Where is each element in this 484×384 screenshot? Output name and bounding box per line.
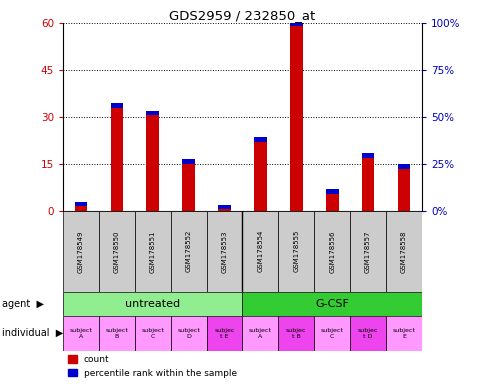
Bar <box>325 189 338 194</box>
Legend: count, percentile rank within the sample: count, percentile rank within the sample <box>67 355 237 377</box>
Text: GSM178554: GSM178554 <box>257 230 263 273</box>
Bar <box>349 316 385 351</box>
Bar <box>242 211 278 291</box>
Bar <box>218 209 230 211</box>
Text: GSM178549: GSM178549 <box>78 230 84 273</box>
Text: GSM178555: GSM178555 <box>293 230 299 273</box>
Bar <box>110 108 123 211</box>
Bar <box>278 211 314 291</box>
Bar <box>278 316 314 351</box>
Text: subject
E: subject E <box>392 328 415 339</box>
Bar <box>75 206 87 211</box>
Bar <box>146 111 159 116</box>
Bar <box>254 142 266 211</box>
Bar <box>289 22 302 26</box>
Bar <box>397 164 409 169</box>
Text: GSM178553: GSM178553 <box>221 230 227 273</box>
Bar <box>206 316 242 351</box>
Bar <box>63 316 99 351</box>
Text: individual  ▶: individual ▶ <box>2 328 63 338</box>
Bar <box>75 202 87 206</box>
Text: GSM178557: GSM178557 <box>364 230 370 273</box>
Text: subject
B: subject B <box>105 328 128 339</box>
Bar <box>135 316 170 351</box>
Bar <box>314 211 349 291</box>
Text: G-CSF: G-CSF <box>315 299 348 309</box>
Bar <box>170 211 206 291</box>
Text: subjec
t D: subjec t D <box>357 328 378 339</box>
Text: subject
C: subject C <box>320 328 343 339</box>
Bar <box>361 153 374 158</box>
Bar <box>397 169 409 211</box>
Bar <box>385 316 421 351</box>
Text: subject
C: subject C <box>141 328 164 339</box>
Bar <box>206 211 242 291</box>
Bar <box>110 103 123 108</box>
Text: GSM178550: GSM178550 <box>114 230 120 273</box>
Text: subjec
t B: subjec t B <box>286 328 306 339</box>
Bar <box>135 211 170 291</box>
Bar <box>314 316 349 351</box>
Text: untreated: untreated <box>125 299 180 309</box>
Text: subject
D: subject D <box>177 328 200 339</box>
Bar <box>242 291 421 316</box>
Bar <box>170 316 206 351</box>
Bar <box>325 194 338 211</box>
Bar <box>99 211 135 291</box>
Bar <box>63 291 242 316</box>
Bar <box>218 205 230 209</box>
Bar <box>146 116 159 211</box>
Bar <box>99 316 135 351</box>
Bar <box>361 158 374 211</box>
Title: GDS2959 / 232850_at: GDS2959 / 232850_at <box>169 9 315 22</box>
Bar <box>385 211 421 291</box>
Text: GSM178552: GSM178552 <box>185 230 191 273</box>
Bar <box>182 164 195 211</box>
Bar <box>63 211 99 291</box>
Text: subject
A: subject A <box>69 328 92 339</box>
Text: agent  ▶: agent ▶ <box>2 299 45 309</box>
Text: subjec
t E: subjec t E <box>214 328 234 339</box>
Text: GSM178551: GSM178551 <box>150 230 155 273</box>
Bar <box>349 211 385 291</box>
Bar <box>289 26 302 211</box>
Text: GSM178558: GSM178558 <box>400 230 406 273</box>
Text: subject
A: subject A <box>248 328 272 339</box>
Text: GSM178556: GSM178556 <box>329 230 334 273</box>
Bar <box>254 137 266 142</box>
Bar <box>242 316 278 351</box>
Bar <box>182 159 195 164</box>
